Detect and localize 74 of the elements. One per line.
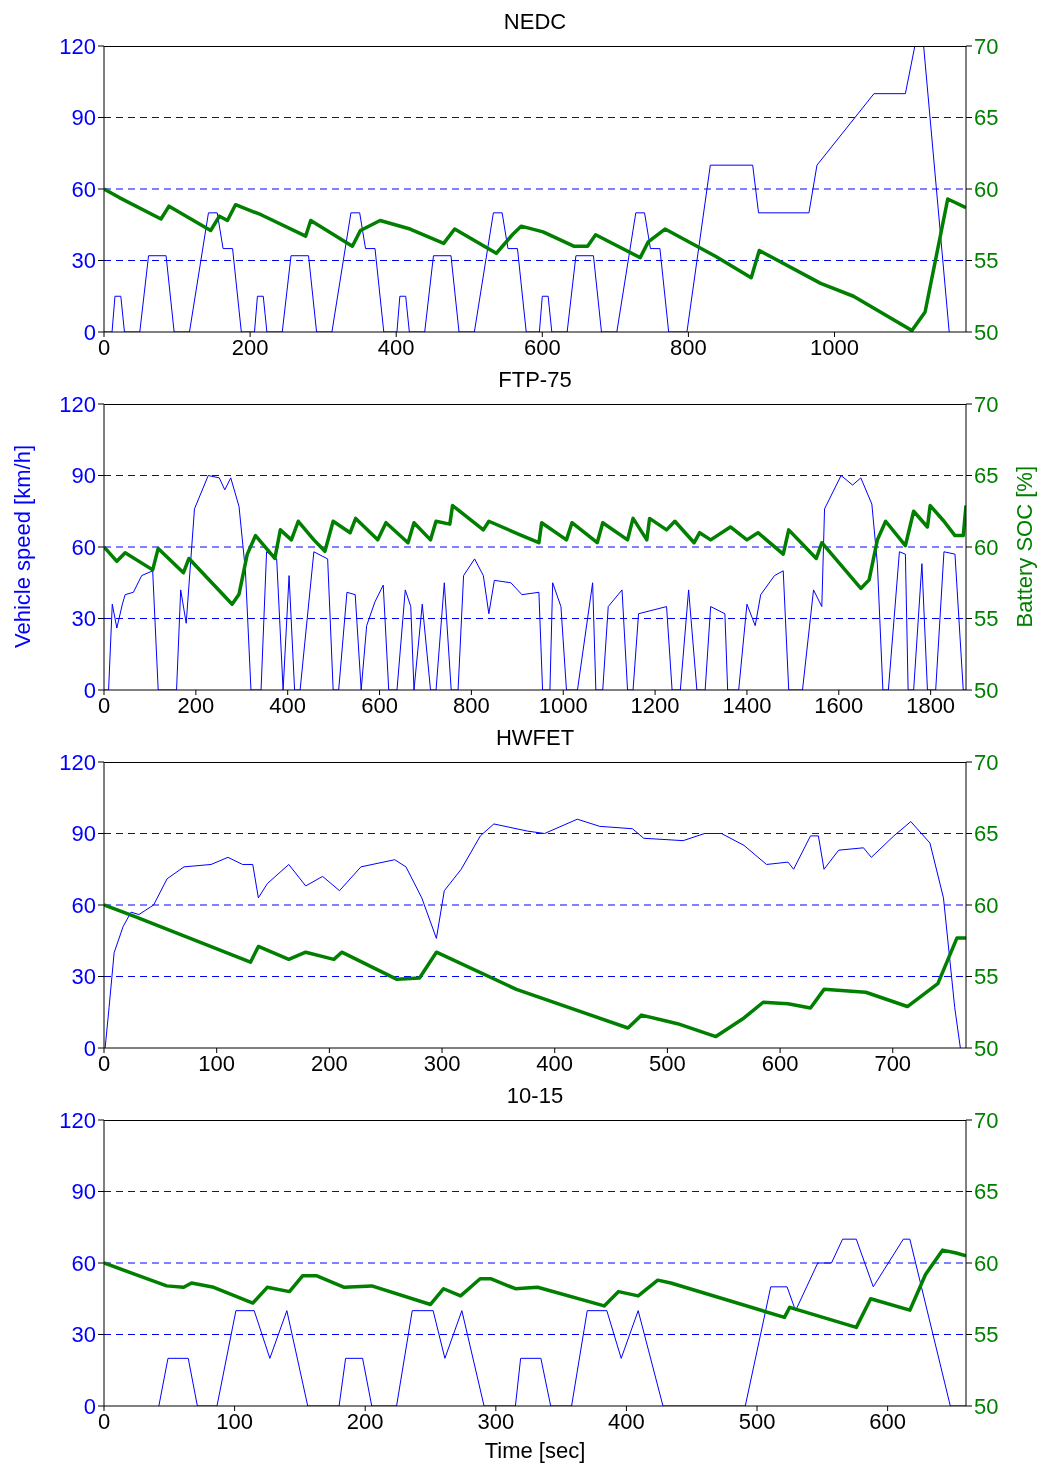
x-tick-label: 600 (761, 1050, 799, 1076)
y2-tick-label: 55 (974, 248, 999, 274)
chart-title: 10-15 (506, 1083, 564, 1108)
x-tick-label: 800 (453, 692, 490, 718)
x-tick-label: 300 (477, 1408, 515, 1434)
x-tick-label: 400 (536, 1050, 574, 1076)
x-tick-label: 400 (269, 692, 307, 718)
y2-tick-label: 65 (974, 821, 999, 847)
y2-tick-label: 50 (974, 677, 999, 703)
y2-tick-label: 65 (974, 463, 999, 489)
y-tick-label: 30 (71, 1322, 96, 1348)
y-tick-label: 120 (59, 1107, 96, 1133)
x-tick-label: 1000 (810, 334, 859, 360)
x-tick-label: 300 (423, 1050, 461, 1076)
x-tick-label: 200 (346, 1408, 384, 1434)
y-tick-label: 30 (71, 964, 96, 990)
y-tick-label: 60 (71, 176, 96, 202)
x-tick-label: 1800 (906, 692, 956, 718)
y-tick-label: 60 (71, 1250, 96, 1276)
x-axis-title: Time [sec] (483, 1438, 587, 1464)
x-tick-label: 600 (523, 334, 561, 360)
x-tick-label: 100 (216, 1408, 253, 1434)
y-tick-label: 60 (71, 534, 96, 560)
x-tick-label: 500 (738, 1408, 776, 1434)
y2-tick-label: 60 (974, 534, 999, 560)
x-tick-label: 100 (198, 1050, 236, 1076)
line-series (104, 903, 966, 1039)
y2-tick-label: 70 (974, 33, 999, 59)
x-tick-label: 200 (311, 1050, 348, 1076)
x-tick-label: 400 (608, 1408, 645, 1434)
y2-tick-label: 60 (974, 1250, 999, 1276)
y-tick-label: 90 (71, 1179, 96, 1205)
y-tick-label: 30 (71, 248, 96, 274)
y-tick-label: 120 (59, 391, 96, 417)
y2-tick-label: 70 (974, 391, 999, 417)
line-series (104, 818, 961, 1048)
y-tick-label: 30 (71, 606, 96, 632)
x-tick-label: 1600 (814, 692, 864, 718)
x-tick-label: 600 (869, 1408, 906, 1434)
x-tick-label: 200 (231, 334, 269, 360)
x-tick-label: 400 (377, 334, 415, 360)
y-tick-label: 90 (71, 105, 96, 131)
x-tick-label: 700 (874, 1050, 912, 1076)
y-tick-label: 60 (71, 892, 96, 918)
y2-tick-label: 50 (974, 1393, 999, 1419)
y2-tick-label: 65 (974, 1179, 999, 1205)
x-tick-label: 1200 (630, 692, 680, 718)
y-axis-title: Vehicle speed [km/h] (10, 445, 36, 649)
y2-tick-label: 50 (974, 1035, 999, 1061)
line-series (104, 1248, 966, 1330)
y2-tick-label: 55 (974, 964, 999, 990)
x-tick-label: 600 (361, 692, 398, 718)
chart-title: NEDC (503, 9, 567, 34)
y-tick-label: 120 (59, 749, 96, 775)
y2-tick-label: 65 (974, 105, 999, 131)
x-tick-label: 200 (177, 692, 215, 718)
y2-tick-label: 70 (974, 1107, 999, 1133)
x-tick-label: 800 (670, 334, 707, 360)
y2-tick-label: 55 (974, 1322, 999, 1348)
y-tick-label: 90 (71, 463, 96, 489)
y2-axis-title: Battery SOC [%] (1012, 466, 1038, 628)
y-tick-label: 120 (59, 33, 96, 59)
chart-title: FTP-75 (498, 367, 572, 392)
line-series (104, 503, 966, 606)
y2-tick-label: 60 (974, 176, 999, 202)
x-tick-label: 1000 (538, 692, 588, 718)
x-tick-label: 1400 (722, 692, 772, 718)
x-tick-label: 500 (649, 1050, 686, 1076)
y-tick-label: 90 (71, 821, 96, 847)
y2-tick-label: 50 (974, 319, 999, 345)
chart-title: HWFET (495, 725, 575, 750)
y2-tick-label: 70 (974, 749, 999, 775)
y2-tick-label: 55 (974, 606, 999, 632)
y2-tick-label: 60 (974, 892, 999, 918)
